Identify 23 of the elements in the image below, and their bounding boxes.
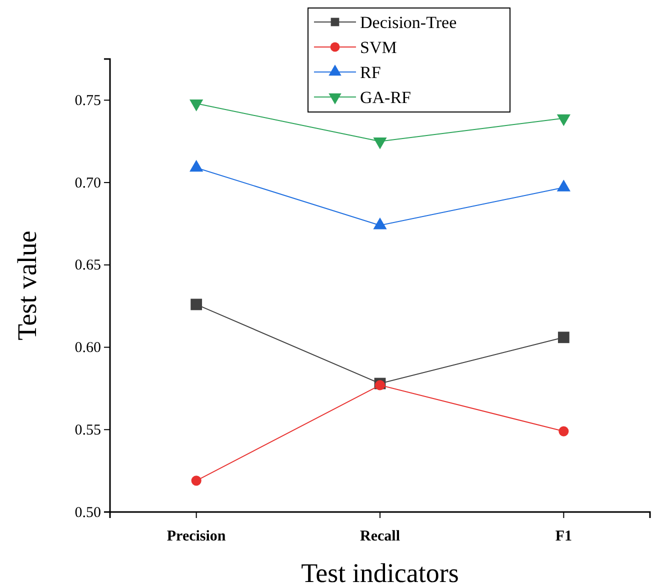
- y-tick-label: 0.50: [74, 504, 101, 521]
- x-axis-title: Test indicators: [301, 558, 459, 588]
- point: [190, 100, 204, 112]
- legend-label: RF: [360, 63, 381, 82]
- point: [190, 298, 202, 310]
- legend-label: SVM: [360, 38, 397, 57]
- y-tick-label: 0.55: [74, 422, 101, 438]
- legend-label: GA-RF: [360, 88, 412, 107]
- point: [558, 332, 570, 344]
- y-tick-label: 0.60: [74, 340, 101, 356]
- y-axis-title: Test value: [12, 230, 42, 340]
- point: [374, 380, 386, 390]
- x-tick-label: F1: [555, 528, 572, 544]
- x-tick-label: Precision: [166, 528, 226, 544]
- point: [556, 114, 570, 126]
- y-tick-label: 0.70: [74, 175, 101, 192]
- point: [558, 426, 569, 436]
- point: [191, 476, 202, 486]
- legend-label: Decision-Tree: [360, 13, 457, 32]
- point: [373, 137, 387, 150]
- y-tick-label: 0.75: [74, 92, 101, 109]
- x-tick-label: Recall: [360, 528, 400, 544]
- y-tick-label: 0.65: [74, 258, 101, 274]
